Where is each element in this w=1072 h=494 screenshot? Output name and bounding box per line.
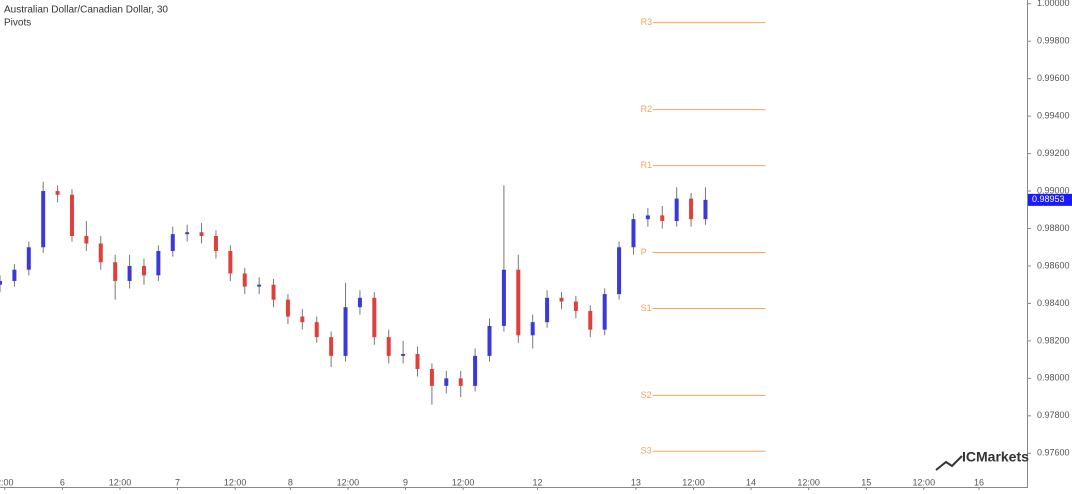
candle-body [141,265,146,276]
y-tick-label: 0.97600 [1037,448,1070,458]
candle-body [185,232,190,235]
x-tick-label: 12:00 [224,477,247,487]
candle-body [170,234,175,251]
candle-body [300,316,305,323]
pivot-label: R1 [641,160,653,170]
x-tick-label: 12 [532,477,542,487]
candle-body [228,250,233,274]
candle-body [26,247,31,270]
candle-body [458,378,463,386]
y-tick-label: 0.99400 [1037,111,1070,121]
candle-body [156,250,161,276]
candle-body [343,307,348,356]
y-tick-label: 0.98000 [1037,373,1070,383]
candle-body [487,325,492,356]
y-tick-label: 0.97800 [1037,410,1070,420]
candle-body [703,199,708,220]
candle-body [257,284,262,287]
candle-body [242,273,247,287]
chart-subtitle: Pivots [4,18,31,29]
x-tick-label: 12:00 [109,477,132,487]
candle-body [55,191,60,195]
candle-body [473,355,478,386]
x-tick-label: 7 [175,477,180,487]
x-tick-label: 9 [403,477,408,487]
y-tick-label: 0.98800 [1037,223,1070,233]
candle-body [314,322,319,338]
x-tick-label: 2:00 [0,477,14,487]
x-tick-label: 6 [60,477,65,487]
y-tick-label: 1.00000 [1037,0,1070,8]
y-tick-label: 0.98200 [1037,335,1070,345]
candle-body [689,198,694,220]
x-tick-label: 15 [861,477,871,487]
pivot-label: R2 [641,104,653,114]
candle-body [660,215,665,222]
brand-logo: ICMarkets [935,449,1029,471]
x-tick-label: 8 [288,477,293,487]
x-tick-label: 12:00 [452,477,475,487]
candle-body [401,354,406,356]
pivot-label: S2 [641,390,652,400]
candle-body [69,194,74,237]
candle-body [588,310,593,330]
logo-icon [935,455,963,471]
candle-body [41,191,46,248]
candle-body [645,215,650,220]
chart-title: Australian Dollar/Canadian Dollar, 30 [4,5,168,16]
pivot-label: S1 [641,303,652,313]
candle-body [113,262,118,281]
candle-body [516,269,521,336]
candle-body [199,232,204,237]
candle-body [357,297,362,308]
candle-body [545,297,550,323]
x-tick-label: 12:00 [337,477,360,487]
y-tick-label: 0.99200 [1037,148,1070,158]
candle-body [285,299,290,317]
candle-body [429,368,434,386]
candle-body [127,265,132,281]
pivot-label: P [641,247,647,257]
candle-body [0,280,2,285]
candle-body [559,297,564,302]
candle-body [98,243,103,263]
x-tick-label: 13 [631,477,641,487]
x-tick-label: 12:00 [797,477,820,487]
x-tick-label: 12:00 [913,477,936,487]
y-tick-label: 0.99000 [1037,185,1070,195]
y-tick-label: 0.99800 [1037,36,1070,46]
x-tick-label: 16 [974,477,984,487]
y-tick-label: 0.99600 [1037,73,1070,83]
brand-text: ICMarkets [962,449,1029,465]
candle-body [573,301,578,311]
candle-body [415,354,420,369]
last-price-label: 0.98953 [1032,194,1065,204]
candle-body [501,269,506,326]
candle-body [602,294,607,330]
candle-body [444,378,449,386]
pivot-label: S3 [641,446,652,456]
last-price-tag [1028,193,1072,206]
candle-body [372,297,377,338]
candle-body [617,247,622,295]
candle-body [271,284,276,300]
candle-body [631,219,636,248]
candle-body [530,322,535,336]
candle-body [213,236,218,251]
y-tick-label: 0.98400 [1037,298,1070,308]
candle-body [674,198,679,222]
x-tick-label: 14 [746,477,756,487]
candle-body [84,236,89,244]
candle-body [329,337,334,356]
y-tick-label: 0.98600 [1037,260,1070,270]
x-tick-label: 12:00 [682,477,705,487]
pivot-label: R3 [641,17,653,27]
candle-body [12,269,17,281]
candle-body [386,337,391,356]
